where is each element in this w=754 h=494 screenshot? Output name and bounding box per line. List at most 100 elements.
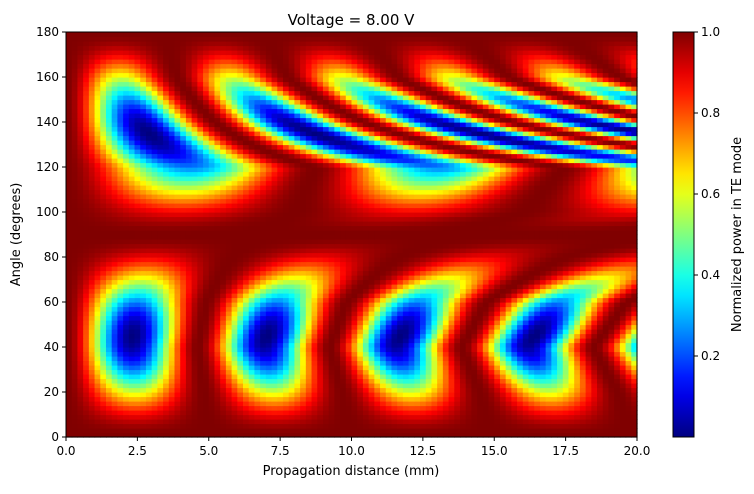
heatmap-cell <box>254 315 261 321</box>
heatmap-cell <box>328 423 335 429</box>
heatmap-cell <box>477 225 484 231</box>
heatmap-cell <box>420 360 427 366</box>
heatmap-cell <box>145 212 153 218</box>
heatmap-cell <box>322 275 330 281</box>
heatmap-cell <box>100 257 107 263</box>
heatmap-cell <box>317 392 324 398</box>
heatmap-cell <box>602 378 610 384</box>
heatmap-cell <box>402 419 410 425</box>
heatmap-cell <box>66 401 73 407</box>
heatmap-cell <box>117 297 124 303</box>
heatmap-cell <box>505 360 512 366</box>
heatmap-cell <box>288 261 295 267</box>
heatmap-cell <box>442 347 450 353</box>
heatmap-cell <box>163 401 170 407</box>
heatmap-cell <box>380 414 387 420</box>
heatmap-cell <box>128 414 136 420</box>
heatmap-cell <box>465 239 473 245</box>
heatmap-cell <box>385 311 393 317</box>
heatmap-cell <box>380 320 387 326</box>
heatmap-cell <box>488 360 495 366</box>
heatmap-cell <box>288 369 295 375</box>
heatmap-cell <box>437 284 444 290</box>
heatmap-cell <box>591 432 598 438</box>
heatmap-cell <box>471 324 478 330</box>
heatmap-cell <box>134 239 141 245</box>
heatmap-cell <box>579 365 587 371</box>
heatmap-cell <box>619 275 627 281</box>
heatmap-cell <box>414 401 421 407</box>
heatmap-cell <box>300 365 307 371</box>
heatmap-cell <box>123 342 130 348</box>
heatmap-cell <box>522 284 530 290</box>
heatmap-cell <box>454 243 461 249</box>
heatmap-cell <box>351 234 358 240</box>
heatmap-cell <box>277 261 284 267</box>
heatmap-cell <box>185 257 193 263</box>
heatmap-cell <box>100 419 107 425</box>
heatmap-cell <box>294 288 301 294</box>
heatmap-cell <box>511 212 518 218</box>
heatmap-cell <box>619 378 627 384</box>
heatmap-cell <box>619 288 627 294</box>
heatmap-cell <box>585 392 592 398</box>
heatmap-cell <box>345 225 353 231</box>
heatmap-cell <box>402 338 410 344</box>
heatmap-cell <box>317 270 324 276</box>
heatmap-cell <box>591 257 598 263</box>
heatmap-cell <box>265 351 273 357</box>
heatmap-cell <box>168 378 176 384</box>
heatmap-cell <box>151 216 158 222</box>
heatmap-cell <box>608 212 615 218</box>
heatmap-cell <box>362 320 370 326</box>
heatmap-cell <box>471 374 478 380</box>
heatmap-cell <box>414 266 421 272</box>
heatmap-cell <box>311 383 318 389</box>
heatmap-cell <box>608 356 615 362</box>
heatmap-cell <box>94 284 101 290</box>
heatmap-cell <box>585 248 592 254</box>
heatmap-cell <box>220 266 227 272</box>
heatmap-cell <box>311 374 318 380</box>
heatmap-cell <box>477 378 484 384</box>
heatmap-cell <box>123 284 130 290</box>
heatmap-cell <box>425 428 433 434</box>
heatmap-cell <box>88 212 96 218</box>
heatmap-cell <box>357 383 364 389</box>
heatmap-cell <box>597 338 604 344</box>
heatmap-cell <box>471 270 478 276</box>
heatmap-cell <box>151 293 158 299</box>
heatmap-cell <box>488 306 495 312</box>
heatmap-cell <box>351 360 358 366</box>
heatmap-cell <box>157 288 164 294</box>
heatmap-cell <box>157 230 164 236</box>
heatmap-cell <box>254 279 261 285</box>
heatmap-cell <box>88 374 96 380</box>
heatmap-cell <box>117 230 124 236</box>
heatmap-cell <box>317 306 324 312</box>
heatmap-cell <box>602 387 610 393</box>
heatmap-cell <box>334 234 341 240</box>
heatmap-cell <box>357 405 364 411</box>
heatmap-cell <box>402 347 410 353</box>
heatmap-cell <box>517 410 524 416</box>
heatmap-cell <box>448 212 455 218</box>
heatmap-cell <box>357 315 364 321</box>
heatmap-cell <box>288 275 295 281</box>
heatmap-cell <box>631 293 638 299</box>
heatmap-cell <box>608 284 615 290</box>
heatmap-cell <box>254 351 261 357</box>
heatmap-cell <box>568 405 575 411</box>
heatmap-cell <box>288 333 295 339</box>
heatmap-cell <box>374 410 381 416</box>
heatmap-cell <box>317 423 324 429</box>
heatmap-cell <box>123 288 130 294</box>
heatmap-cell <box>334 311 341 317</box>
heatmap-cell <box>471 275 478 281</box>
heatmap-cell <box>254 234 261 240</box>
heatmap-cell <box>562 392 570 398</box>
heatmap-cell <box>454 293 461 299</box>
heatmap-cell <box>380 419 387 425</box>
heatmap-cell <box>579 378 587 384</box>
heatmap-cell <box>334 284 341 290</box>
